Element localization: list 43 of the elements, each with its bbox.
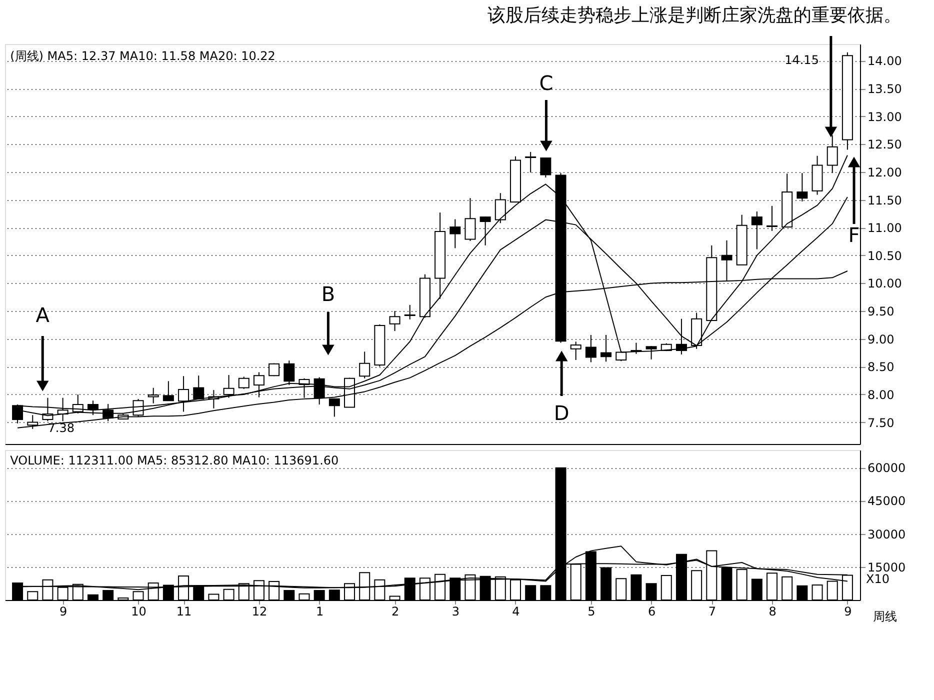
x-tick-label: 9 <box>59 604 68 618</box>
y-tick-label: 11.50 <box>868 193 902 208</box>
text: 周线 <box>872 610 897 624</box>
y-tick-label: 60000 <box>868 461 906 476</box>
x-tick-label: 6 <box>648 604 656 618</box>
y-tick-label: 30000 <box>868 527 906 542</box>
y-tick-label: 12.00 <box>868 165 902 180</box>
y-tick-label: 13.50 <box>868 82 902 96</box>
x-tick-label: 1 <box>316 604 324 618</box>
y-tick-label: 9.50 <box>868 304 894 319</box>
y-tick-label: 15000 <box>868 560 906 574</box>
x-tick-label: 3 <box>452 604 460 618</box>
annotation: 14.15 <box>784 53 819 67</box>
annotation: C <box>539 71 554 95</box>
y-tick-label: 8.50 <box>868 360 894 374</box>
x-tick-label: 7 <box>708 604 716 618</box>
x-tick-label: 2 <box>391 604 400 618</box>
y-tick-label: 9.00 <box>868 332 894 346</box>
annotation: D <box>554 401 570 425</box>
annotation: A <box>36 303 50 327</box>
x-tick-label: 11 <box>176 604 192 618</box>
y-tick-label: 10.50 <box>868 248 902 263</box>
x-tick-label: 4 <box>512 604 520 618</box>
y-tick-label: 8.00 <box>868 388 894 402</box>
x-tick-label: 5 <box>588 604 596 618</box>
x-tick-label: 10 <box>131 604 146 618</box>
text: X10 <box>866 572 890 586</box>
y-tick-label: 12.50 <box>868 138 902 152</box>
x-tick-label: 8 <box>768 604 776 618</box>
y-tick-label: 7.50 <box>868 416 894 430</box>
annotation: (周线) MA5: 12.37 MA10: 11.58 MA20: 10.22 <box>10 49 276 63</box>
y-tick-label: 10.00 <box>868 276 902 291</box>
y-tick-label: 13.00 <box>868 110 902 124</box>
x-tick-label: 12 <box>252 604 268 618</box>
y-tick-label: 14.00 <box>868 54 902 68</box>
annotation: B <box>321 282 336 306</box>
y-tick-label: 11.00 <box>868 221 902 236</box>
annotation: F <box>848 223 860 247</box>
y-tick-label: 45000 <box>868 494 906 508</box>
chart-title: 该股后续走势稳步上涨是判断庄家洗盘的重要依据。 <box>487 4 902 26</box>
x-tick-label: 9 <box>844 604 852 618</box>
annotation: VOLUME: 112311.00 MA5: 85312.80 MA10: 113691.60 <box>10 454 339 468</box>
annotation: 7.38 <box>48 421 74 435</box>
